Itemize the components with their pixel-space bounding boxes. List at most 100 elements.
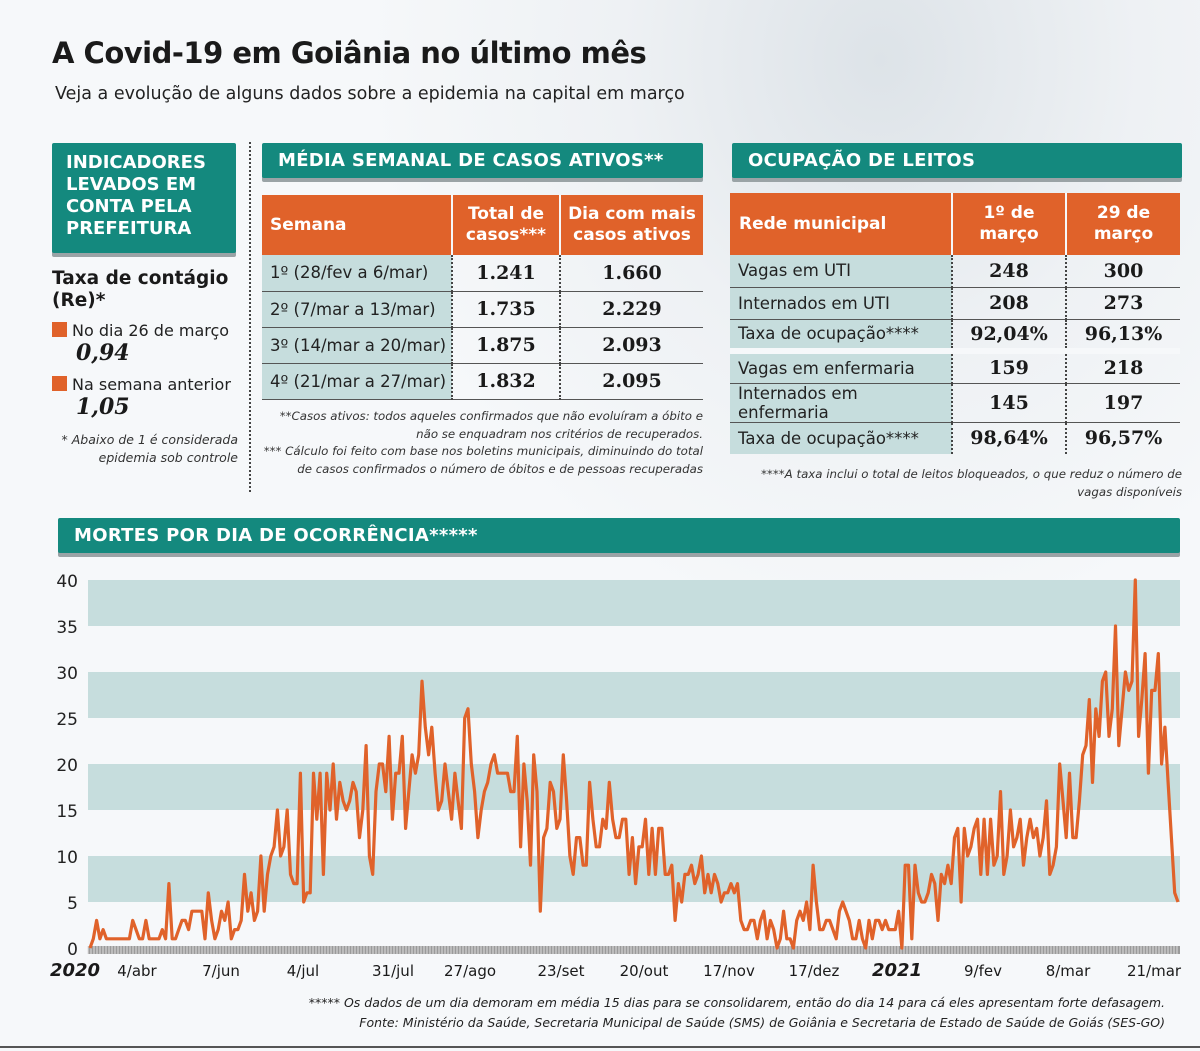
col-header: 1º de março xyxy=(951,193,1066,255)
orange-square-icon xyxy=(52,376,67,391)
row-value: 96,57% xyxy=(1065,422,1180,454)
row-value: 1.241 xyxy=(451,255,560,292)
contagion-value: 1,05 xyxy=(76,394,130,420)
x-tick-label: 31/jul xyxy=(372,962,414,980)
x-tick-label: 9/fev xyxy=(964,962,1002,980)
x-tick-label: 4/abr xyxy=(117,962,157,980)
row-value: 208 xyxy=(951,287,1066,320)
cases-note-1: **Casos ativos: todos aqueles confirmado… xyxy=(279,409,703,441)
contagion-item-text: No dia 26 de março xyxy=(72,321,230,340)
y-tick-label: 25 xyxy=(56,710,78,730)
row-label: 1º (28/fev a 6/mar) xyxy=(262,255,452,292)
table-row: Internados em UTI 208 273 xyxy=(730,287,1180,320)
contagion-rate-title: Taxa de contágio (Re)* xyxy=(52,268,229,311)
row-value: 248 xyxy=(951,255,1066,288)
row-value: 2.229 xyxy=(559,291,703,328)
beds-note: ****A taxa inclui o total de leitos bloq… xyxy=(761,467,1182,499)
row-label: Vagas em UTI xyxy=(730,255,952,288)
row-label: Vagas em enfermaria xyxy=(730,351,952,384)
row-value: 1.660 xyxy=(559,255,703,292)
cases-table: Semana Total de casos*** Dia com mais ca… xyxy=(262,195,703,400)
row-value: 159 xyxy=(951,351,1066,384)
contagion-item-label: Na semana anterior xyxy=(52,375,231,394)
table-row: Internados em enfermaria 145 197 xyxy=(730,383,1180,423)
bottom-rule xyxy=(0,1046,1200,1048)
row-value: 218 xyxy=(1065,351,1180,384)
row-label: Taxa de ocupação**** xyxy=(730,319,952,351)
y-tick-label: 20 xyxy=(56,756,78,776)
cases-header: MÉDIA SEMANAL DE CASOS ATIVOS** xyxy=(262,143,703,178)
orange-square-icon xyxy=(52,322,67,337)
x-tick-label: 20/out xyxy=(620,962,669,980)
beds-header: OCUPAÇÃO DE LEITOS xyxy=(732,143,1182,178)
x-tick-label: 17/nov xyxy=(703,962,755,980)
x-tick-label: 17/dez xyxy=(789,962,840,980)
indicators-header: INDICADORES LEVADOS EM CONTA PELA PREFEI… xyxy=(52,143,236,253)
row-value: 96,13% xyxy=(1065,319,1180,351)
row-label: 4º (21/mar a 27/mar) xyxy=(262,363,452,400)
row-value: 2.093 xyxy=(559,327,703,364)
row-label: 3º (14/mar a 20/mar) xyxy=(262,327,452,364)
y-tick-label: 0 xyxy=(67,940,78,960)
x-tick-label: 21/mar xyxy=(1127,962,1182,980)
x-tick-label: 23/set xyxy=(537,962,584,980)
contagion-note: * Abaixo de 1 é considerada epidemia sob… xyxy=(61,432,239,465)
x-tick-label: 27/ago xyxy=(444,962,496,980)
x-tick-label: 2021 xyxy=(872,960,922,981)
chart-footnote: ***** Os dados de um dia demoram em médi… xyxy=(260,993,1165,1033)
page-title: A Covid-19 em Goiânia no último mês xyxy=(52,36,647,70)
cases-note-2: *** Cálculo foi feito com base nos bolet… xyxy=(263,444,703,476)
row-value: 145 xyxy=(951,383,1066,423)
col-header: Dia com mais casos ativos xyxy=(559,195,703,255)
y-tick-label: 40 xyxy=(56,572,78,592)
table-row: Taxa de ocupação**** 98,64% 96,57% xyxy=(730,422,1180,454)
row-value: 273 xyxy=(1065,287,1180,320)
row-value: 1.875 xyxy=(451,327,560,364)
table-row: 1º (28/fev a 6/mar) 1.241 1.660 xyxy=(262,255,703,292)
table-row: 3º (14/mar a 20/mar) 1.875 2.093 xyxy=(262,327,703,364)
page-subtitle: Veja a evolução de alguns dados sobre a … xyxy=(55,84,685,104)
footnote-text: ***** Os dados de um dia demoram em médi… xyxy=(308,995,1165,1010)
row-value: 300 xyxy=(1065,255,1180,288)
row-value: 92,04% xyxy=(951,319,1066,351)
grid-band xyxy=(88,672,1180,718)
y-tick-label: 10 xyxy=(56,848,78,868)
table-row: 4º (21/mar a 27/mar) 1.832 2.095 xyxy=(262,363,703,400)
row-label: Taxa de ocupação**** xyxy=(730,422,952,454)
row-value: 2.095 xyxy=(559,363,703,400)
divider xyxy=(249,142,251,492)
x-tick-label: 4/jul xyxy=(287,962,319,980)
contagion-value: 0,94 xyxy=(76,340,130,366)
col-header: Total de casos*** xyxy=(451,195,560,255)
row-label: Internados em enfermaria xyxy=(730,383,952,423)
row-value: 98,64% xyxy=(951,422,1066,454)
deaths-line xyxy=(88,578,1180,950)
col-header: Rede municipal xyxy=(730,193,952,255)
x-tick-label: 2020 xyxy=(50,960,100,981)
table-row: Vagas em UTI 248 300 xyxy=(730,255,1180,288)
x-tick-label: 7/jun xyxy=(202,962,240,980)
col-header: 29 de março xyxy=(1065,193,1180,255)
contagion-item-label: No dia 26 de março xyxy=(52,321,229,340)
y-tick-label: 15 xyxy=(56,802,78,822)
col-header: Semana xyxy=(262,195,452,255)
x-tick-label: 8/mar xyxy=(1046,962,1091,980)
grid-band xyxy=(88,764,1180,810)
y-tick-label: 30 xyxy=(56,664,78,684)
deaths-header: MORTES POR DIA DE OCORRÊNCIA***** xyxy=(58,518,1180,553)
row-label: Internados em UTI xyxy=(730,287,952,320)
grid-band xyxy=(88,580,1180,626)
y-tick-label: 35 xyxy=(56,618,78,638)
row-value: 1.735 xyxy=(451,291,560,328)
deaths-chart: 0 5 10 15 20 25 30 35 40 2020 4/abr 7/jun 4/jul 31/ju… xyxy=(50,572,1182,981)
y-tick-label: 5 xyxy=(67,894,78,914)
table-row: Vagas em enfermaria 159 218 xyxy=(730,351,1180,384)
row-label: 2º (7/mar a 13/mar) xyxy=(262,291,452,328)
row-value: 197 xyxy=(1065,383,1180,423)
table-row: Taxa de ocupação**** 92,04% 96,13% xyxy=(730,319,1180,351)
contagion-item-text: Na semana anterior xyxy=(72,375,231,394)
table-row: 2º (7/mar a 13/mar) 1.735 2.229 xyxy=(262,291,703,328)
row-value: 1.832 xyxy=(451,363,560,400)
source-text: Fonte: Ministério da Saúde, Secretaria M… xyxy=(359,1015,1165,1030)
beds-table: Rede municipal 1º de março 29 de março V… xyxy=(730,193,1180,454)
